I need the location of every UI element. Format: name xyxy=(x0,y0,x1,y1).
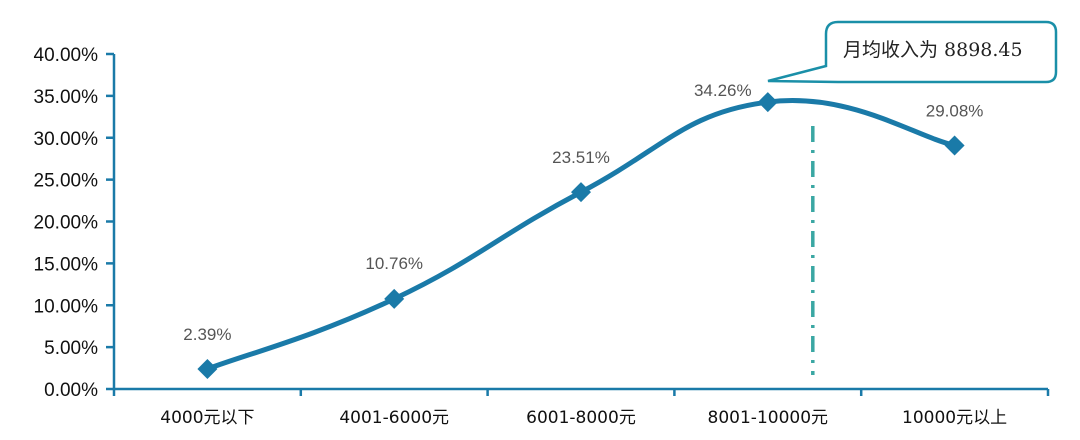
axes xyxy=(112,54,1048,391)
data-point-marker xyxy=(944,135,965,156)
y-tick-label: 20.00% xyxy=(34,213,99,234)
y-tick-label: 25.00% xyxy=(34,171,99,192)
data-labels: 2.39% 10.76% 23.51% 34.26% 29.08% xyxy=(183,81,983,344)
y-ticks: 0.00% 5.00% 10.00% 15.00% 20.00% 25.00% 30.00%… xyxy=(34,45,114,401)
series-line xyxy=(204,98,958,372)
x-category-label: 6001-8000元 xyxy=(526,408,636,428)
y-tick-label: 15.00% xyxy=(34,254,99,275)
data-value-label: 2.39% xyxy=(183,325,231,344)
data-point-marker xyxy=(571,182,591,203)
data-point-marker xyxy=(197,358,218,379)
y-tick-label: 40.00% xyxy=(34,45,99,66)
x-category-label: 4000元以下 xyxy=(160,408,254,428)
y-tick-label: 0.00% xyxy=(44,380,98,401)
y-tick-label: 5.00% xyxy=(44,338,98,359)
data-point-marker xyxy=(757,92,778,113)
data-value-label: 23.51% xyxy=(552,148,610,167)
data-point-marker xyxy=(384,288,405,309)
data-value-label: 29.08% xyxy=(926,101,984,120)
callout-text: 月均收入为 8898.45 xyxy=(843,39,1023,61)
y-tick-label: 35.00% xyxy=(34,87,99,108)
data-value-label: 10.76% xyxy=(365,254,423,273)
callout-bubble xyxy=(767,20,1058,84)
x-category-label: 4001-6000元 xyxy=(339,408,449,428)
markers xyxy=(197,92,965,379)
y-tick-label: 30.00% xyxy=(34,129,99,150)
x-category-label: 10000元以上 xyxy=(902,408,1007,428)
x-ticks: 4000元以下 4001-6000元 6001-8000元 8001-10000元 10… xyxy=(112,389,1050,428)
x-category-label: 8001-10000元 xyxy=(708,408,828,428)
data-value-label: 34.26% xyxy=(694,81,752,100)
y-tick-label: 10.00% xyxy=(34,296,99,317)
average-income-callout: 月均收入为 8898.45 xyxy=(767,20,1058,84)
